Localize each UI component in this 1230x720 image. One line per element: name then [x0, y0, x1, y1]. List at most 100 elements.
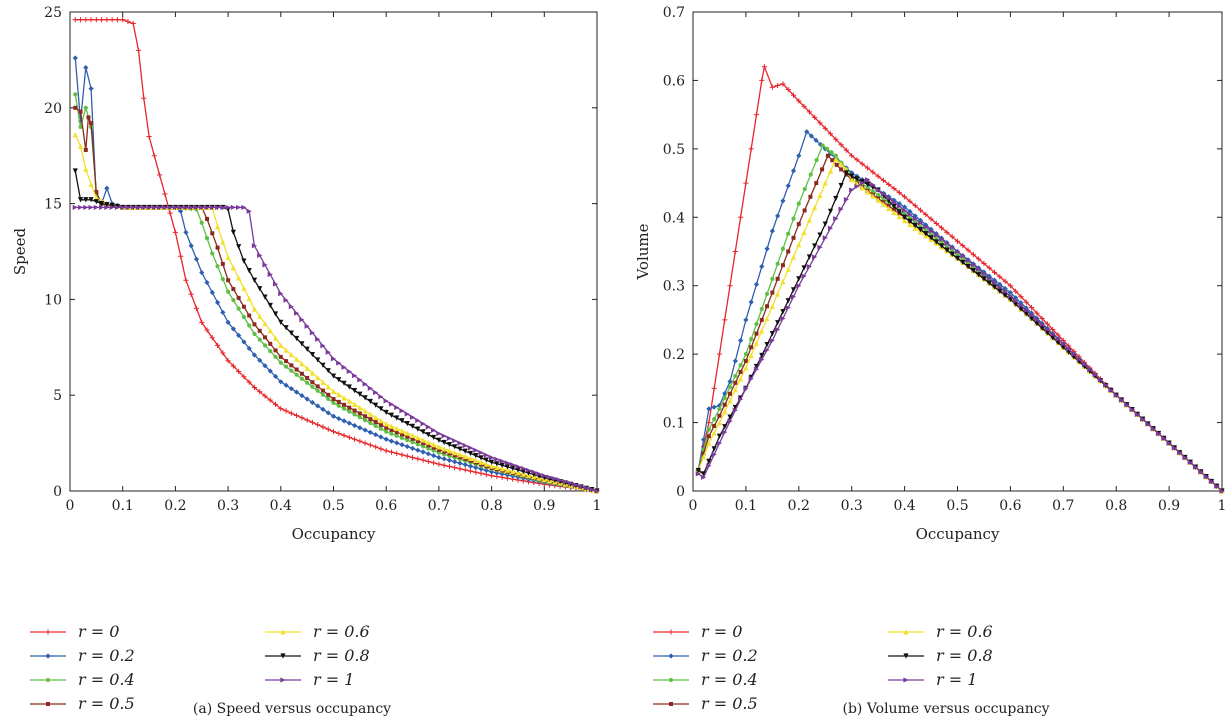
data-point — [790, 92, 797, 98]
data-point — [489, 463, 495, 469]
data-point — [156, 204, 163, 211]
data-point — [272, 281, 279, 287]
data-point — [357, 391, 363, 397]
data-point — [315, 357, 321, 363]
data-point — [1087, 366, 1093, 373]
data-point — [441, 433, 447, 439]
data-point — [199, 319, 205, 325]
data-point — [373, 432, 379, 438]
data-point — [802, 208, 807, 213]
data-point — [204, 204, 210, 211]
series-1 — [695, 129, 1225, 494]
data-point — [467, 455, 474, 462]
legend-label: r = 0.5 — [701, 694, 758, 713]
data-point — [812, 243, 818, 249]
data-point — [991, 277, 998, 283]
data-point — [394, 415, 400, 421]
data-point — [1034, 310, 1040, 316]
data-point — [733, 373, 738, 379]
data-point — [790, 254, 797, 260]
data-point — [289, 363, 294, 368]
data-point — [949, 234, 955, 240]
data-point — [796, 98, 802, 104]
data-point — [711, 404, 717, 410]
data-point — [193, 305, 200, 311]
data-point — [738, 337, 744, 344]
data-point — [420, 421, 426, 427]
chart-panel-0: 0 0.1 0.2 0.3 0.4 0.5 0.6 0.7 0.8 0.9 10510152025O… — [11, 5, 601, 717]
data-point — [436, 461, 442, 467]
data-point — [309, 399, 316, 406]
data-point — [309, 370, 316, 376]
data-point — [839, 167, 844, 172]
y-tick-label: 25 — [44, 5, 62, 21]
data-point — [283, 408, 289, 414]
data-point — [1129, 406, 1135, 413]
data-point — [214, 299, 221, 306]
data-point — [748, 146, 754, 152]
data-point — [748, 376, 754, 382]
data-point — [1081, 361, 1088, 368]
data-point — [814, 181, 819, 186]
data-point — [367, 442, 373, 448]
data-point — [267, 302, 273, 309]
data-point — [346, 384, 352, 390]
data-point — [146, 204, 152, 211]
data-point — [880, 177, 887, 183]
data-point — [976, 256, 982, 262]
data-point — [1103, 382, 1109, 388]
data-point — [727, 414, 733, 420]
data-point — [997, 284, 1003, 290]
data-point — [262, 335, 267, 340]
data-point — [388, 438, 395, 444]
data-point — [305, 375, 310, 380]
data-point — [310, 380, 315, 385]
data-point — [299, 317, 305, 323]
legend-marker — [280, 677, 286, 683]
y-tick-label: 10 — [44, 292, 62, 308]
y-tick-label: 0.6 — [663, 73, 685, 89]
data-point — [257, 313, 263, 319]
data-point — [442, 449, 447, 454]
data-point — [568, 480, 574, 486]
data-point — [791, 216, 796, 221]
data-point — [1013, 288, 1019, 294]
data-point — [907, 198, 913, 204]
data-point — [769, 303, 775, 309]
data-point — [183, 277, 189, 283]
data-point — [716, 440, 723, 446]
data-point — [241, 314, 247, 320]
data-point — [960, 253, 966, 259]
data-point — [378, 418, 384, 424]
data-point — [478, 455, 484, 461]
data-point — [383, 448, 389, 454]
data-point — [441, 446, 447, 452]
data-point — [378, 434, 384, 440]
series-line — [697, 144, 1223, 492]
data-point — [230, 204, 236, 211]
data-point — [299, 371, 304, 376]
data-point — [875, 197, 881, 203]
series-line — [75, 19, 598, 492]
data-point — [320, 388, 325, 393]
data-point — [89, 121, 94, 126]
data-point — [404, 443, 410, 450]
data-point — [246, 379, 252, 385]
data-point — [923, 231, 929, 237]
data-point — [499, 458, 505, 464]
legend-marker — [903, 629, 909, 635]
data-point — [515, 463, 521, 470]
data-point — [780, 263, 785, 268]
data-point — [120, 204, 126, 211]
data-point — [294, 356, 300, 362]
data-point — [825, 153, 830, 158]
x-tick-label: 1 — [1218, 498, 1227, 514]
data-point — [944, 229, 950, 235]
data-point — [83, 166, 89, 172]
data-point — [552, 476, 558, 482]
data-point — [336, 415, 342, 422]
data-point — [389, 431, 394, 436]
data-point — [467, 468, 474, 474]
data-point — [409, 454, 416, 461]
data-point — [262, 363, 268, 369]
